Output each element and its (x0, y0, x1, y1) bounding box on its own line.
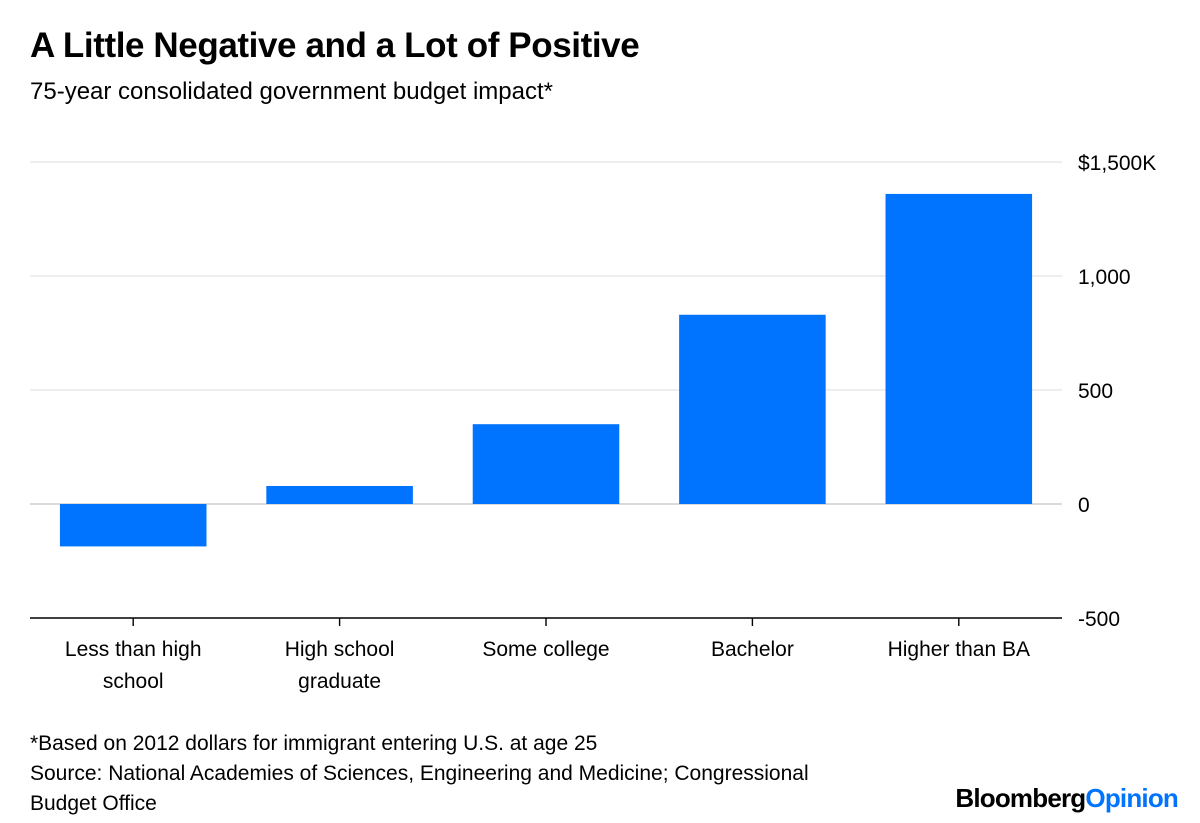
x-tick-label: High school (285, 638, 395, 661)
bar (472, 424, 620, 504)
x-tick-label: Some college (482, 638, 609, 661)
footnote-source-cont: Budget Office (30, 792, 157, 815)
chart-subtitle: 75-year consolidated government budget i… (30, 78, 553, 105)
y-tick-label: $1,500K (1078, 152, 1156, 175)
footnote: *Based on 2012 dollars for immigrant ent… (30, 729, 809, 819)
x-tick-label: school (103, 670, 164, 693)
footnote-source: Source: National Academies of Sciences, … (30, 762, 809, 785)
brand-bloomberg: Bloomberg (955, 783, 1086, 813)
bloomberg-opinion-logo: BloombergOpinion (955, 783, 1178, 814)
x-tick-label: Bachelor (711, 638, 794, 661)
y-tick-label: 1,000 (1078, 266, 1131, 289)
chart-title: A Little Negative and a Lot of Positive (30, 26, 640, 65)
bar (266, 485, 413, 504)
brand-opinion: Opinion (1085, 783, 1178, 813)
x-tick-label: Less than high (65, 638, 202, 661)
y-tick-label: -500 (1078, 608, 1120, 631)
footnote-note: *Based on 2012 dollars for immigrant ent… (30, 732, 598, 755)
y-tick-label: 500 (1078, 380, 1113, 403)
x-tick-label: Higher than BA (888, 638, 1030, 661)
bar (59, 504, 207, 547)
bar (885, 193, 1033, 505)
x-tick-label: graduate (298, 670, 381, 693)
bar (679, 314, 826, 504)
y-tick-label: 0 (1078, 494, 1090, 517)
